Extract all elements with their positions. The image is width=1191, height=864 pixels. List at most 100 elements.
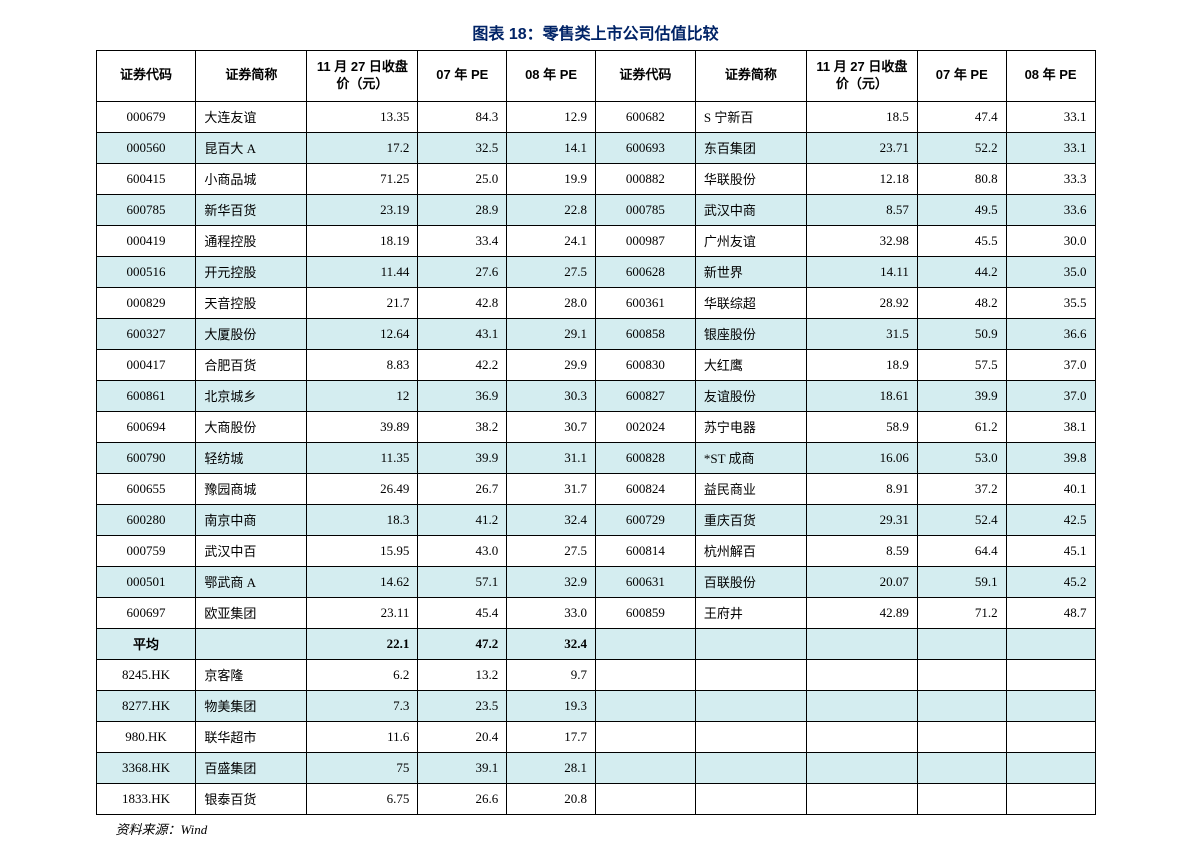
- cell: 000882: [595, 163, 695, 194]
- cell: 36.6: [1006, 318, 1095, 349]
- cell: 12.64: [307, 318, 418, 349]
- table-row: 000516开元控股11.4427.627.5600628新世界14.1144.…: [96, 256, 1095, 287]
- cell: 33.0: [507, 597, 596, 628]
- cell: 30.3: [507, 380, 596, 411]
- cell: 80.8: [917, 163, 1006, 194]
- cell: 48.7: [1006, 597, 1095, 628]
- cell: 600682: [595, 101, 695, 132]
- cell: 000785: [595, 194, 695, 225]
- cell: 59.1: [917, 566, 1006, 597]
- cell: 28.1: [507, 752, 596, 783]
- cell: 37.2: [917, 473, 1006, 504]
- cell: 600631: [595, 566, 695, 597]
- cell: 33.1: [1006, 132, 1095, 163]
- cell: 27.5: [507, 535, 596, 566]
- cell: 12.18: [806, 163, 917, 194]
- cell: 苏宁电器: [695, 411, 806, 442]
- table-row: 600861北京城乡1236.930.3600827友谊股份18.6139.93…: [96, 380, 1095, 411]
- cell: 天音控股: [196, 287, 307, 318]
- cell: 000759: [96, 535, 196, 566]
- cell: 23.5: [418, 690, 507, 721]
- cell: [917, 690, 1006, 721]
- cell: 11.6: [307, 721, 418, 752]
- cell: 000501: [96, 566, 196, 597]
- table-row: 600785新华百货23.1928.922.8000785武汉中商8.5749.…: [96, 194, 1095, 225]
- cell: [917, 752, 1006, 783]
- cell: 26.49: [307, 473, 418, 504]
- cell: [806, 783, 917, 814]
- cell: 39.1: [418, 752, 507, 783]
- cell: [1006, 783, 1095, 814]
- table-row: 1833.HK银泰百货6.7526.620.8: [96, 783, 1095, 814]
- cell: 39.9: [917, 380, 1006, 411]
- cell: 8.57: [806, 194, 917, 225]
- cell: 39.9: [418, 442, 507, 473]
- col-code-1: 证券代码: [96, 51, 196, 102]
- cell: 25.0: [418, 163, 507, 194]
- cell: 17.2: [307, 132, 418, 163]
- cell: 12: [307, 380, 418, 411]
- cell: 新华百货: [196, 194, 307, 225]
- cell: 61.2: [917, 411, 1006, 442]
- cell: 开元控股: [196, 256, 307, 287]
- col-price-2: 11 月 27 日收盘价（元）: [806, 51, 917, 102]
- cell: 45.4: [418, 597, 507, 628]
- table-row: 600415小商品城71.2525.019.9000882华联股份12.1880…: [96, 163, 1095, 194]
- cell: [595, 628, 695, 659]
- cell: 33.1: [1006, 101, 1095, 132]
- cell: 欧亚集团: [196, 597, 307, 628]
- cell: 大商股份: [196, 411, 307, 442]
- cell: 8277.HK: [96, 690, 196, 721]
- cell: [1006, 721, 1095, 752]
- cell: 华联综超: [695, 287, 806, 318]
- cell: 8245.HK: [96, 659, 196, 690]
- cell: 000679: [96, 101, 196, 132]
- cell: 14.1: [507, 132, 596, 163]
- cell: 18.61: [806, 380, 917, 411]
- cell: 11.35: [307, 442, 418, 473]
- cell: [917, 783, 1006, 814]
- cell: 600859: [595, 597, 695, 628]
- cell: 华联股份: [695, 163, 806, 194]
- cell: 48.2: [917, 287, 1006, 318]
- cell: 57.1: [418, 566, 507, 597]
- cell: [595, 752, 695, 783]
- cell: 通程控股: [196, 225, 307, 256]
- cell: 42.2: [418, 349, 507, 380]
- valuation-table: 证券代码 证券简称 11 月 27 日收盘价（元） 07 年 PE 08 年 P…: [96, 50, 1096, 815]
- table-row: 600694大商股份39.8938.230.7002024苏宁电器58.961.…: [96, 411, 1095, 442]
- col-pe07-2: 07 年 PE: [917, 51, 1006, 102]
- cell: 重庆百货: [695, 504, 806, 535]
- cell: 600697: [96, 597, 196, 628]
- table-row: 980.HK联华超市11.620.417.7: [96, 721, 1095, 752]
- cell: 银泰百货: [196, 783, 307, 814]
- cell: 600280: [96, 504, 196, 535]
- cell: 30.7: [507, 411, 596, 442]
- cell: 王府井: [695, 597, 806, 628]
- cell: 45.1: [1006, 535, 1095, 566]
- cell: 20.4: [418, 721, 507, 752]
- cell: 000516: [96, 256, 196, 287]
- cell: 36.9: [418, 380, 507, 411]
- cell: [595, 659, 695, 690]
- cell: 益民商业: [695, 473, 806, 504]
- cell: [695, 783, 806, 814]
- cell: 32.5: [418, 132, 507, 163]
- cell: 北京城乡: [196, 380, 307, 411]
- cell: 35.0: [1006, 256, 1095, 287]
- cell: 37.0: [1006, 380, 1095, 411]
- col-code-2: 证券代码: [595, 51, 695, 102]
- cell: 23.19: [307, 194, 418, 225]
- cell: 29.31: [806, 504, 917, 535]
- cell: 26.6: [418, 783, 507, 814]
- cell: 13.2: [418, 659, 507, 690]
- cell: [1006, 659, 1095, 690]
- col-price-1: 11 月 27 日收盘价（元）: [307, 51, 418, 102]
- cell: 大红鹰: [695, 349, 806, 380]
- cell: 27.6: [418, 256, 507, 287]
- table-row: 3368.HK百盛集团7539.128.1: [96, 752, 1095, 783]
- col-name-2: 证券简称: [695, 51, 806, 102]
- cell: 京客隆: [196, 659, 307, 690]
- cell: 49.5: [917, 194, 1006, 225]
- cell: 47.2: [418, 628, 507, 659]
